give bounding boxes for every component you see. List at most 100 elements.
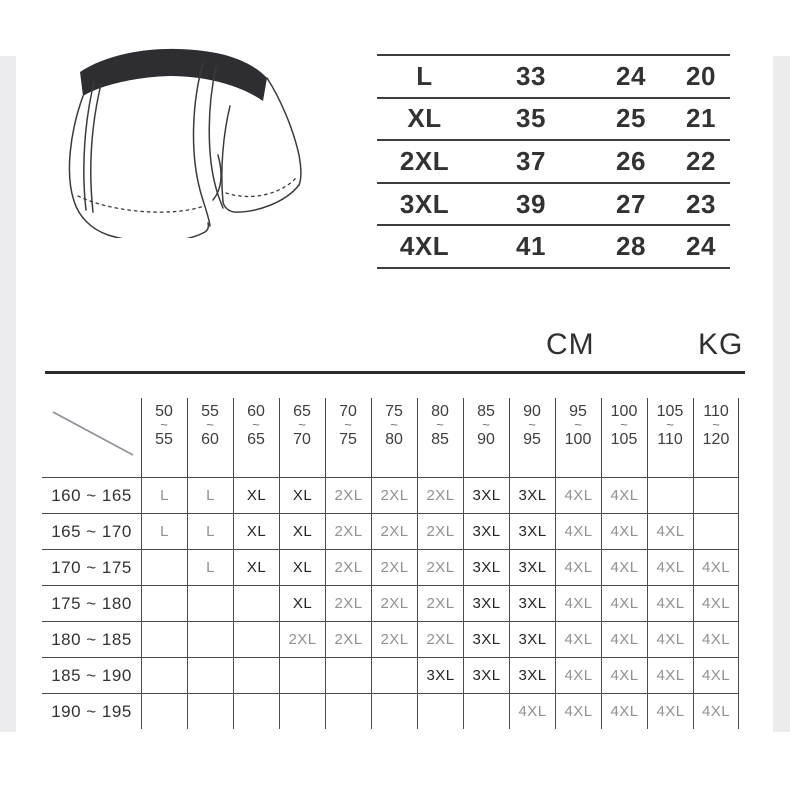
measurement-value-cell: 20: [686, 60, 716, 91]
size-cell: [233, 621, 279, 657]
size-cell: L: [187, 549, 233, 585]
tilde-symbol: ~: [712, 417, 720, 433]
size-cell: [141, 585, 187, 621]
weight-range-header-cell: 90 ~95: [509, 374, 555, 477]
weight-min: 105: [656, 402, 684, 420]
size-table-row: 2XL 37 26 22: [377, 139, 730, 182]
fly-curve: [212, 154, 222, 201]
size-cell: [371, 657, 417, 693]
size-cell: 4XL: [555, 657, 601, 693]
measurement-value-cell: 28: [616, 231, 646, 262]
size-cell: [371, 693, 417, 729]
front-pouch-seam: [192, 62, 211, 227]
size-matrix: 50 ~55 55 ~60 60 ~65 65 ~70 70 ~75 75 ~80 80 ~85 85 ~90…: [42, 374, 739, 729]
side-seam-line: [90, 83, 102, 213]
tilde-symbol: ~: [390, 417, 398, 433]
size-cell: 4XL: [555, 477, 601, 513]
weight-range-header-cell: 60 ~65: [233, 374, 279, 477]
measurement-value-cell: 39: [516, 188, 546, 219]
weight-min: 55: [201, 402, 219, 420]
size-cell: 4XL: [647, 585, 693, 621]
height-range-label: 165 ~ 170: [42, 513, 141, 549]
size-label-cell: 2XL: [399, 145, 450, 176]
size-cell: 2XL: [371, 477, 417, 513]
size-cell: XL: [233, 513, 279, 549]
size-cell: [693, 513, 739, 549]
tilde-symbol: ~: [344, 417, 352, 433]
size-cell: 4XL: [601, 621, 647, 657]
weight-range-header-cell: 70 ~75: [325, 374, 371, 477]
size-cell: 3XL: [463, 621, 509, 657]
weight-range-header-cell: 105 ~110: [647, 374, 693, 477]
size-cell: XL: [279, 477, 325, 513]
measurement-value-cell: 21: [686, 103, 716, 134]
size-cell: 4XL: [601, 693, 647, 729]
weight-range-header-cell: 50 ~55: [141, 374, 187, 477]
size-table-row: 4XL 41 28 24: [377, 224, 730, 269]
size-table-row: L 33 24 20: [377, 54, 730, 97]
tilde-symbol: ~: [206, 417, 214, 433]
size-cell: 2XL: [417, 621, 463, 657]
weight-min: 90: [523, 402, 541, 420]
size-table: L 33 24 20 XL 35 25 21 2XL 37 26 22 3XL 39 27 23 4XL 41 28…: [377, 54, 730, 269]
weight-max: 110: [657, 430, 683, 448]
height-range-label: 170 ~ 175: [42, 549, 141, 585]
size-cell: 4XL: [647, 657, 693, 693]
right-edge-strip: [773, 56, 790, 732]
measurement-value-cell: 37: [516, 145, 546, 176]
tilde-symbol: ~: [620, 417, 628, 433]
weight-min: 85: [477, 402, 495, 420]
size-cell: 4XL: [647, 621, 693, 657]
right-leg-inner-edge: [221, 105, 231, 203]
size-cell: [187, 657, 233, 693]
weight-min: 70: [339, 402, 357, 420]
side-seam-line: [83, 81, 95, 211]
size-cell: XL: [233, 549, 279, 585]
weight-min: 80: [431, 402, 449, 420]
boxer-briefs-illustration: [68, 48, 302, 238]
size-cell: [187, 693, 233, 729]
size-cell: 4XL: [601, 477, 647, 513]
size-cell: [325, 657, 371, 693]
size-cell: [279, 693, 325, 729]
tilde-symbol: ~: [574, 417, 582, 433]
hem-stitch-dotted-line: [77, 195, 205, 213]
size-cell: 4XL: [601, 513, 647, 549]
measurement-value-cell: 24: [686, 231, 716, 262]
size-cell: [417, 693, 463, 729]
size-cell: XL: [279, 585, 325, 621]
weight-max: 105: [610, 430, 638, 448]
size-label-cell: 4XL: [399, 231, 450, 262]
size-cell: [233, 657, 279, 693]
size-cell: 2XL: [371, 549, 417, 585]
size-cell: 4XL: [509, 693, 555, 729]
weight-min: 110: [703, 402, 729, 420]
size-cell: 4XL: [555, 513, 601, 549]
size-cell: [279, 657, 325, 693]
size-cell: [325, 693, 371, 729]
weight-max: 60: [201, 430, 219, 448]
size-cell: 3XL: [509, 657, 555, 693]
size-cell: XL: [233, 477, 279, 513]
size-cell: 2XL: [325, 477, 371, 513]
size-cell: [141, 621, 187, 657]
size-cell: 2XL: [417, 477, 463, 513]
height-range-label: 160 ~ 165: [42, 477, 141, 513]
weight-min: 60: [247, 402, 265, 420]
waistband-shape: [80, 48, 267, 101]
weight-max: 85: [431, 430, 449, 448]
weight-max: 95: [523, 430, 541, 448]
measurement-value-cell: 35: [516, 103, 546, 134]
size-cell: 3XL: [509, 585, 555, 621]
size-cell: 3XL: [417, 657, 463, 693]
size-cell: 2XL: [325, 585, 371, 621]
right-leg-hem: [222, 184, 300, 213]
size-cell: 3XL: [463, 513, 509, 549]
measurement-value-cell: 23: [686, 188, 716, 219]
size-cell: 4XL: [693, 657, 739, 693]
matrix-corner-cell: [42, 374, 141, 477]
tilde-symbol: ~: [482, 417, 490, 433]
weight-min: 50: [155, 402, 173, 420]
size-cell: 3XL: [463, 657, 509, 693]
size-cell: 2XL: [371, 513, 417, 549]
